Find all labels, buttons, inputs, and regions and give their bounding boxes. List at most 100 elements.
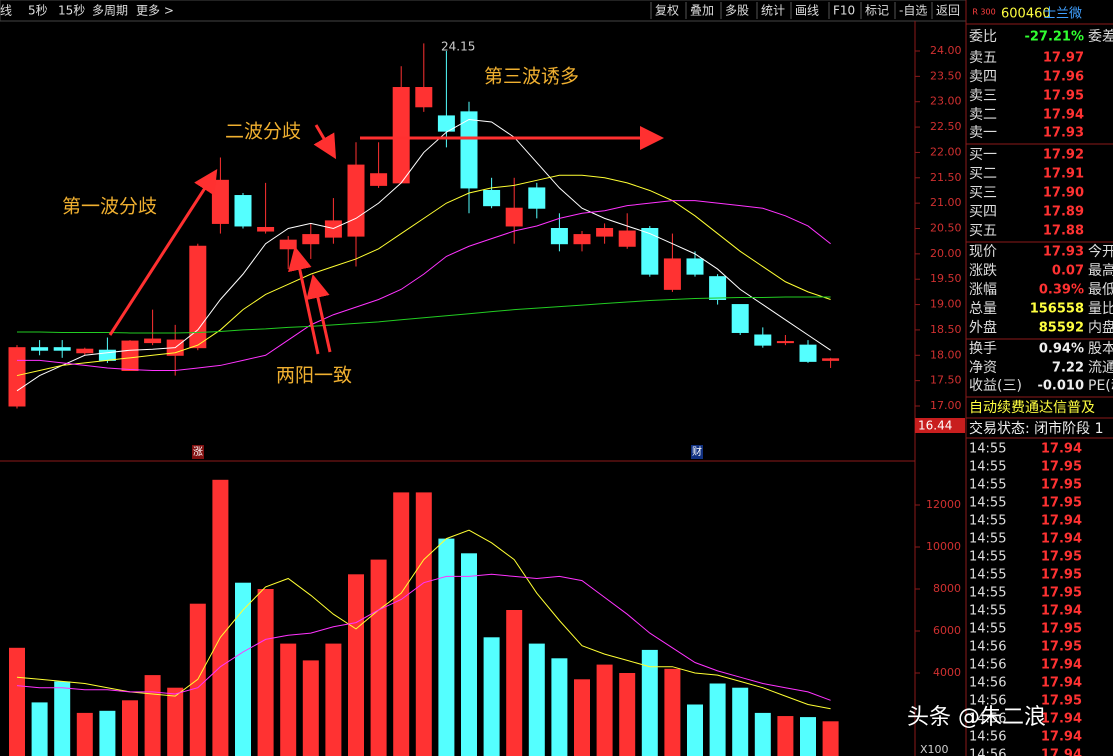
- row-label: 涨幅: [969, 282, 997, 298]
- tick-time: 14:56: [969, 730, 1006, 745]
- volume-bar: [709, 683, 726, 756]
- volume-bar: [619, 673, 636, 756]
- row-value: 17.93: [1043, 245, 1084, 260]
- row-value: 85592: [1039, 321, 1084, 336]
- marker: 财: [692, 445, 702, 458]
- candle-body: [731, 304, 749, 333]
- row-label: 买四: [969, 204, 997, 220]
- volume-bar: [415, 492, 432, 756]
- toolbar-item: 5秒: [28, 4, 48, 18]
- candle-body: [370, 173, 388, 186]
- toolbar-button[interactable]: 统计: [761, 4, 785, 18]
- tick-price: 17.95: [1041, 586, 1082, 601]
- tick-price: 17.94: [1041, 748, 1082, 756]
- row-extra: 委差: [1088, 29, 1113, 45]
- row-extra: 量比: [1088, 301, 1113, 317]
- tick-time: 14:55: [969, 532, 1006, 547]
- row-value: 0.07: [1052, 264, 1084, 279]
- volume-bar: [9, 647, 25, 756]
- volume-bar: [99, 710, 116, 756]
- candle-body: [211, 179, 229, 224]
- high-label: 24.15: [441, 40, 475, 54]
- tick-price: 17.95: [1041, 550, 1082, 565]
- row-extra: 股本: [1088, 341, 1113, 357]
- row-value: 7.22: [1052, 361, 1084, 376]
- candle-body: [121, 340, 139, 372]
- row-label: 收益(三): [969, 378, 1022, 394]
- candle-body: [528, 187, 546, 209]
- candle-body: [799, 344, 817, 362]
- toolbar-button[interactable]: 叠加: [690, 4, 714, 18]
- row-label: 总量: [969, 301, 997, 317]
- row-label: 卖一: [969, 125, 997, 141]
- candle-body: [460, 111, 478, 189]
- volume-bar: [754, 712, 771, 756]
- row-label: 换手: [969, 340, 997, 357]
- annotation: 第三波诱多: [484, 66, 579, 88]
- row-label: 卖五: [969, 50, 997, 66]
- row-extra: 最低: [1088, 282, 1113, 298]
- row-label: 卖二: [969, 107, 997, 123]
- tick-time: 14:55: [969, 586, 1006, 601]
- tick-price: 17.94: [1041, 712, 1082, 727]
- toolbar-button[interactable]: F10: [833, 4, 855, 18]
- toolbar-button[interactable]: 多股: [725, 4, 749, 18]
- tick-price: 17.94: [1041, 442, 1082, 457]
- candle-body: [347, 164, 365, 237]
- tick-time: 14:55: [969, 478, 1006, 493]
- candle-body: [776, 341, 794, 344]
- volume-bar: [393, 492, 410, 756]
- row-label: 买五: [969, 223, 997, 239]
- annotation: 第一波分歧: [62, 196, 157, 218]
- row-value: 17.92: [1043, 148, 1084, 163]
- tick-time: 14:55: [969, 442, 1006, 457]
- volume-bar: [641, 649, 658, 756]
- candle-body: [663, 258, 681, 290]
- toolbar-button[interactable]: -自选: [899, 4, 927, 18]
- toolbar-button[interactable]: 标记: [865, 4, 889, 18]
- row-label: 买一: [969, 147, 997, 163]
- ma-line: [17, 200, 831, 371]
- volume-bar: [212, 479, 229, 756]
- volume-bar: [370, 559, 387, 756]
- toolbar-button[interactable]: 画线: [795, 4, 819, 18]
- tick-price: 17.95: [1041, 460, 1082, 475]
- volume-bar: [280, 643, 297, 756]
- toolbar-button[interactable]: 返回: [936, 4, 960, 18]
- tick-price: 17.94: [1041, 532, 1082, 547]
- tick-time: 14:56: [969, 748, 1006, 756]
- y-tick-label: 22.50: [930, 120, 962, 133]
- volume-bar: [777, 716, 794, 756]
- row-label: 买二: [969, 166, 997, 182]
- tick-time: 14:55: [969, 496, 1006, 511]
- row-label: 净资: [969, 360, 997, 376]
- toolbar-item: 多周期: [92, 4, 128, 18]
- row-value: 17.88: [1043, 224, 1084, 239]
- volume-bar: [664, 668, 681, 756]
- tick-time: 14:55: [969, 604, 1006, 619]
- arrows: [108, 124, 664, 355]
- row-value: -27.21%: [1024, 30, 1084, 45]
- tick-time: 14:55: [969, 568, 1006, 583]
- candle-body: [234, 195, 252, 227]
- row-extra: 内盘: [1088, 319, 1113, 336]
- candle-body: [257, 226, 275, 232]
- candle-body: [76, 348, 94, 354]
- toolbar-item: 线: [0, 4, 12, 18]
- candle-body: [686, 258, 704, 275]
- ma-line: [16, 529, 831, 710]
- volume-bar: [551, 658, 568, 756]
- candle-body: [550, 228, 568, 245]
- stock-code: 600460: [1001, 7, 1051, 22]
- annotation: 二波分歧: [225, 121, 301, 143]
- volume-bar: [76, 712, 93, 756]
- toolbar-button[interactable]: 复权: [655, 4, 679, 18]
- y-tick-label: 22.00: [930, 145, 962, 158]
- row-label: 外盘: [969, 319, 997, 336]
- y-tick-label: 21.50: [930, 171, 962, 184]
- marker: 涨: [193, 446, 203, 458]
- row-label: 买三: [969, 185, 997, 201]
- v-tick-label: 8000: [933, 582, 961, 595]
